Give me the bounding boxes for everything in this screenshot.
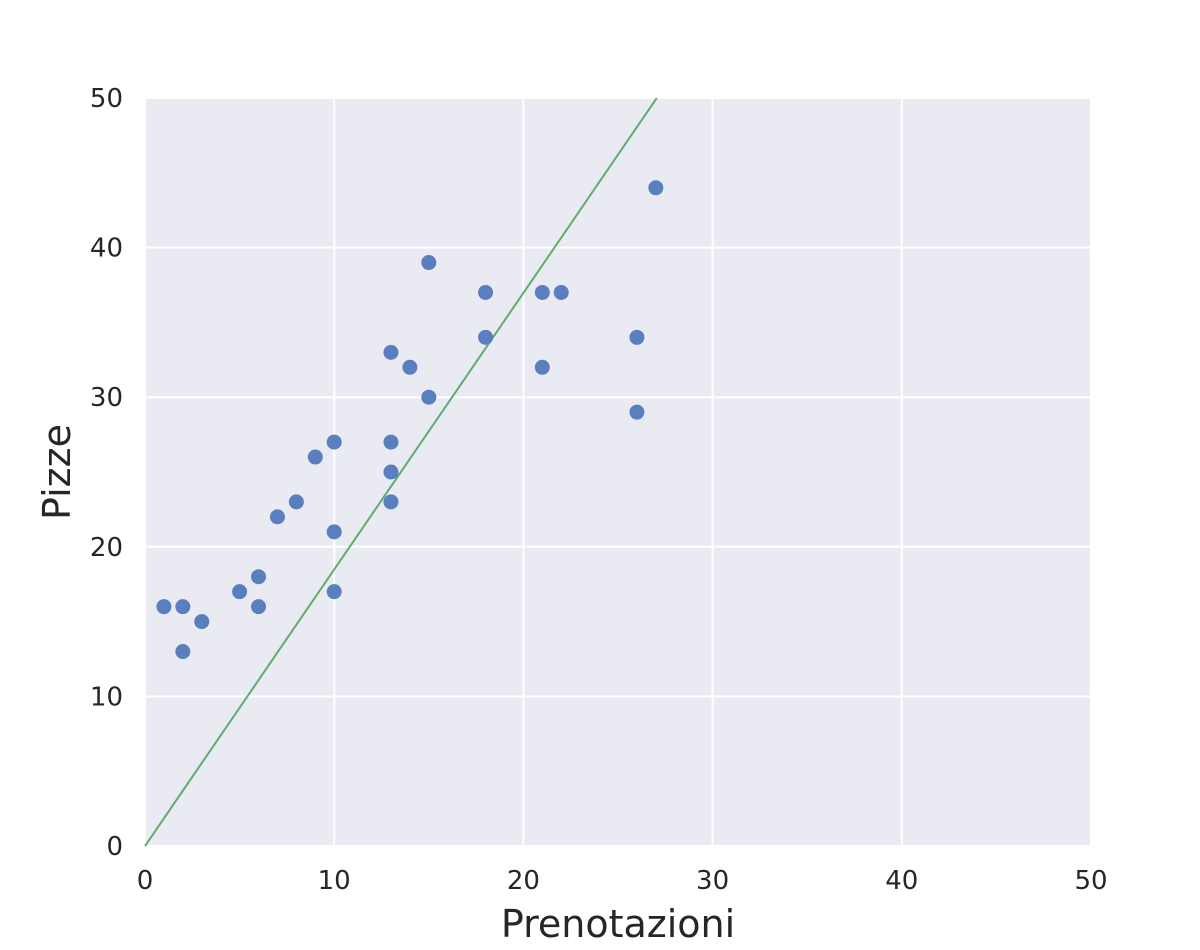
data-point [326,434,342,450]
data-point [326,584,342,600]
data-point [194,614,210,630]
data-point [251,599,267,615]
regression-line-group [144,97,658,847]
data-points [156,180,664,660]
data-point [478,329,494,345]
data-point [175,644,191,660]
data-point [534,359,550,375]
x-tick-label: 10 [318,866,351,896]
data-point [402,359,418,375]
data-point [421,389,437,405]
data-point [232,584,248,600]
x-tick-label: 0 [137,866,154,896]
x-axis-ticks: 0 10 20 30 40 50 [137,866,1108,896]
y-tick-label: 20 [90,533,123,563]
y-axis-label: Pizze [35,424,79,520]
data-point [288,494,304,510]
x-axis-label: Prenotazioni [501,902,735,946]
data-point [326,524,342,540]
data-point [629,329,645,345]
data-point [383,464,399,480]
plot-area [145,98,1091,846]
x-tick-label: 30 [696,866,729,896]
data-point [534,284,550,300]
data-point [648,180,664,196]
data-point [553,284,569,300]
x-tick-label: 50 [1074,866,1107,896]
data-point [421,255,437,271]
data-point [307,449,323,465]
regression-line [144,97,658,847]
data-point [478,284,494,300]
data-point [629,404,645,420]
y-tick-label: 0 [106,832,123,862]
y-axis-ticks: 0 10 20 30 40 50 [90,84,123,862]
data-point [383,344,399,360]
data-point [175,599,191,615]
data-point [156,599,172,615]
y-tick-label: 40 [90,234,123,264]
x-tick-label: 20 [507,866,540,896]
data-point [269,509,285,525]
data-point [383,494,399,510]
grid [144,97,1092,847]
y-tick-label: 10 [90,682,123,712]
y-tick-label: 30 [90,383,123,413]
y-tick-label: 50 [90,84,123,114]
data-point [383,434,399,450]
data-point [251,569,267,585]
x-tick-label: 40 [885,866,918,896]
